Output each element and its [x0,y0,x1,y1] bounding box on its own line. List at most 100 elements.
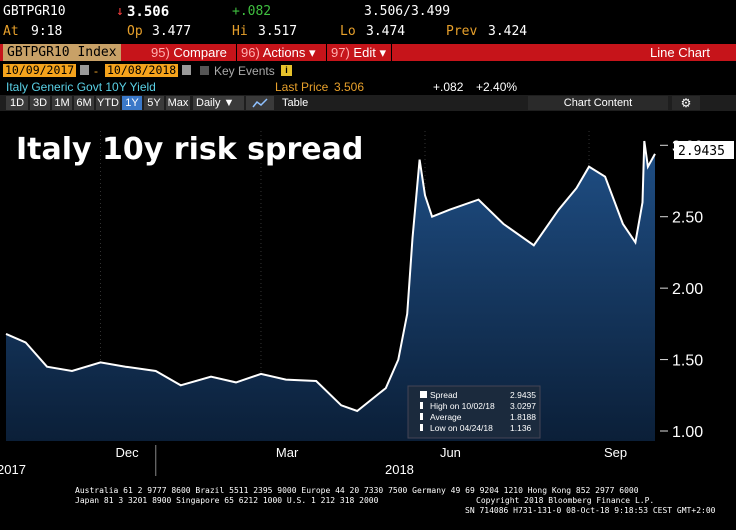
open-value: 3.477 [152,24,192,39]
chart-title: Italy 10y risk spread [16,132,363,167]
x-month-label: Dec [115,445,139,460]
info-pct-change: +2.40% [476,80,518,94]
legend-swatch [420,391,427,398]
x-month-label: Mar [276,445,299,460]
footer-phones-line2: Japan 81 3 3201 8900 Singapore 65 6212 1… [75,496,379,505]
y-tick-label: 2.00 [672,281,703,298]
period-1m-button[interactable]: 1M [52,96,72,110]
edit-menu[interactable]: 97) Edit ▾ [331,44,386,61]
security-ticker-box[interactable]: GBTPGR10 Index [3,44,121,61]
footer-copyright: Copyright 2018 Bloomberg Finance L.P. [476,496,655,505]
end-date-field[interactable]: 10/08/2018 [105,63,179,77]
legend-value: 2.9435 [510,390,536,400]
high-label: Hi [232,24,248,39]
prev-value: 3.424 [488,24,528,39]
menu-separator [391,44,392,61]
chart-content-label: Chart Content [563,97,633,109]
legend-value: 3.0297 [510,401,536,411]
x-year-label: 2017 [0,462,26,477]
legend-label: Average [430,412,462,422]
at-label: At [3,24,19,39]
menu-bar: GBTPGR10 Index 95) Compare 96) Actions ▾… [0,44,736,61]
table-button[interactable]: Table [278,96,530,110]
legend-label: Spread [430,390,458,400]
compare-menu[interactable]: 95) Compare [151,44,227,61]
y-tick-label: 2.50 [672,210,703,227]
last-price-label: Last Price [275,80,329,94]
quote-line-1: GBTPGR10 ↓ 3.506 +.082 3.506/3.499 [0,4,736,24]
ticker-symbol: GBTPGR10 [3,4,66,19]
chart-content-button[interactable]: Chart Content [528,96,668,110]
period-5y-button[interactable]: 5Y [144,96,164,110]
footer: Australia 61 2 9777 8600 Brazil 5511 239… [0,486,736,530]
line-chart-icon [252,98,268,108]
quote-time: 9:18 [31,24,63,39]
line-chart: 1.001.502.002.503.00 DecMarJunSep2017201… [0,131,734,477]
prev-label: Prev [446,24,478,39]
edit-num: 97) [331,45,350,60]
legend-swatch [420,402,423,409]
gear-icon[interactable]: ⚙ [672,96,700,110]
open-label: Op [127,24,143,39]
y-axis-ticks: 1.001.502.002.503.00 [660,138,703,441]
info-change: +.082 [433,80,464,94]
actions-num: 96) [241,45,260,60]
period-6m-button[interactable]: 6M [74,96,94,110]
actions-caret-icon: ▾ [308,45,316,60]
chart-legend: Spread 2.9435 High on 10/02/18 3.0297 Averag… [407,385,541,439]
compare-label: Compare [173,45,227,60]
last-price: 3.506 [127,4,170,20]
date-range-row: 10/09/2017 - 10/08/2018 Key Events i [0,63,736,79]
view-title: Line Chart [650,45,710,60]
footer-phones-line1: Australia 61 2 9777 8600 Brazil 5511 239… [75,486,639,495]
period-ytd-button[interactable]: YTD [96,96,120,110]
actions-menu[interactable]: 96) Actions ▾ [241,44,316,61]
info-icon[interactable]: i [281,65,292,76]
menu-separator [326,44,327,61]
period-1y-button[interactable]: 1Y [122,96,142,110]
x-year-label: 2018 [385,462,414,477]
period-max-button[interactable]: Max [166,96,190,110]
calendar-icon[interactable] [80,65,89,75]
legend-swatch [420,413,423,420]
key-events-checkbox[interactable] [200,66,209,75]
legend-value: 1.136 [510,423,532,433]
x-month-label: Sep [604,445,627,460]
legend-value: 1.8188 [510,412,536,422]
date-separator: - [94,64,98,78]
actions-label: Actions [262,45,306,60]
security-info-line: Italy Generic Govt 10Y Yield Last Price … [0,80,736,94]
y-tick-label: 1.00 [672,424,703,441]
spread-area-fill [6,141,655,441]
last-value-tag: 2.9435 [674,141,734,159]
high-value: 3.517 [258,24,298,39]
legend-label: Low on 04/24/18 [430,423,493,433]
menu-separator [236,44,237,61]
chart-toolbar: 1D 3D 1M 6M YTD 1Y 5Y Max Daily ▼ Table … [0,95,736,111]
legend-swatch [420,424,423,431]
key-events-label: Key Events [214,64,275,78]
last-price-value: 3.506 [334,80,365,94]
period-3d-button[interactable]: 3D [30,96,50,110]
down-arrow-icon: ↓ [116,4,124,19]
y-tick-label: 1.50 [672,353,703,370]
frequency-dropdown[interactable]: Daily ▼ [193,96,244,110]
last-value-label: 2.9435 [678,144,725,159]
quote-line-2: At 9:18 Op 3.477 Hi 3.517 Lo 3.474 Prev … [0,24,736,44]
x-month-label: Jun [440,445,461,460]
legend-box [407,385,541,439]
x-axis-labels: Dec Mar Jun Sep 2017 2018 [0,445,627,477]
spread-line [5,140,656,413]
security-name: Italy Generic Govt 10Y Yield [6,80,156,94]
start-date-field[interactable]: 10/09/2017 [3,63,77,77]
net-change: +.082 [232,4,272,19]
edit-caret-icon: ▾ [379,45,386,60]
legend-label: High on 10/02/18 [430,401,495,411]
footer-session-info: SN 714086 H731-131-0 08-Oct-18 9:18:53 C… [465,506,716,515]
low-value: 3.474 [366,24,406,39]
edit-label: Edit [353,45,376,60]
low-label: Lo [340,24,356,39]
chart-type-button[interactable] [246,96,274,110]
calendar-icon[interactable] [182,65,191,75]
period-1d-button[interactable]: 1D [6,96,28,110]
